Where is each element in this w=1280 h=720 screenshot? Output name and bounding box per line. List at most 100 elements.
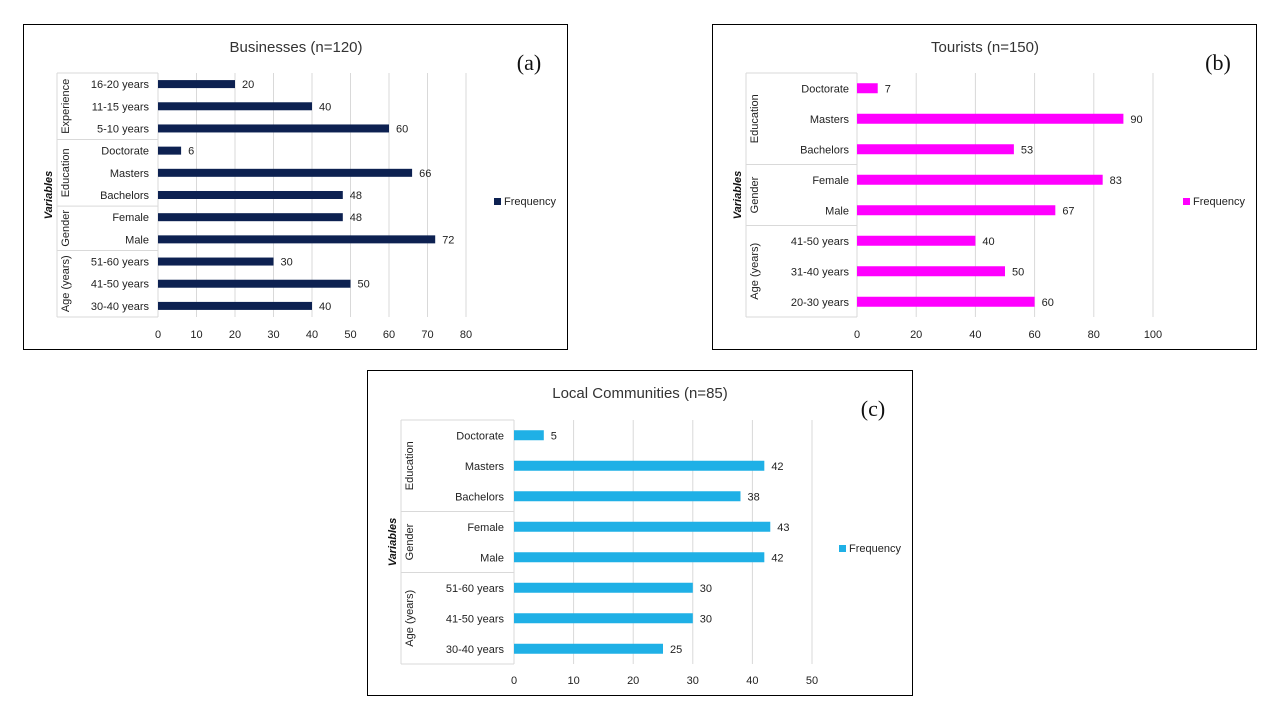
data-label: 25 <box>670 644 682 656</box>
chart-panel-tourists: Tourists (n=150) (b) 0 20 40 60 80 100 7 Doctorat… <box>712 24 1257 350</box>
bar <box>158 80 235 89</box>
bar <box>857 113 1124 124</box>
x-tick-label: 50 <box>344 329 356 341</box>
bar <box>158 235 436 244</box>
y-axis-label: Variables <box>387 518 399 567</box>
category-label: 30-40 years <box>446 644 505 656</box>
bar <box>158 146 182 155</box>
x-tick-label: 0 <box>511 675 517 687</box>
bar <box>857 205 1056 216</box>
legend-label: Frequency <box>849 543 901 555</box>
chart-title: Businesses (n=120) <box>230 39 363 56</box>
group-label: Experience <box>60 79 72 134</box>
category-label: 41-50 years <box>446 613 505 625</box>
data-label: 6 <box>188 146 194 158</box>
data-label: 40 <box>319 301 331 313</box>
category-label: Female <box>812 175 849 187</box>
bar <box>514 521 771 532</box>
chart-title: Local Communities (n=85) <box>552 385 728 402</box>
category-label: Masters <box>810 114 850 126</box>
bar <box>158 279 351 288</box>
data-label: 72 <box>442 234 454 246</box>
data-label: 53 <box>1021 144 1033 156</box>
chart-svg-local-communities: Local Communities (n=85) (c) 0 10 20 30 40 50 5 D… <box>387 385 901 687</box>
bar <box>514 552 765 563</box>
x-tick-label: 40 <box>306 329 318 341</box>
x-tick-label: 100 <box>1144 329 1162 341</box>
group-label: Gender <box>749 176 761 213</box>
x-tick-label: 40 <box>969 329 981 341</box>
bar <box>158 124 389 133</box>
category-label: Bachelors <box>100 190 149 202</box>
x-tick-label: 40 <box>746 675 758 687</box>
category-label: Male <box>825 205 849 217</box>
group-label: Education <box>749 94 761 143</box>
x-tick-label: 60 <box>383 329 395 341</box>
group-label: Age (years) <box>749 243 761 300</box>
bar <box>514 643 663 654</box>
category-label: Masters <box>465 461 505 473</box>
data-label: 66 <box>419 168 431 180</box>
bar <box>158 257 274 266</box>
bar <box>158 301 312 310</box>
category-label: Female <box>467 522 504 534</box>
group-label: Age (years) <box>404 590 416 647</box>
category-label: 41-50 years <box>791 236 850 248</box>
category-label: 31-40 years <box>791 266 850 278</box>
data-label: 90 <box>1130 114 1142 126</box>
category-label: Doctorate <box>801 83 849 95</box>
legend-swatch <box>1183 198 1190 205</box>
y-axis-label: Variables <box>732 171 744 220</box>
category-label: 51-60 years <box>446 583 505 595</box>
x-tick-label: 10 <box>190 329 202 341</box>
legend-label: Frequency <box>1193 196 1245 208</box>
group-label: Gender <box>404 523 416 560</box>
data-label: 83 <box>1110 175 1122 187</box>
data-label: 20 <box>242 79 254 91</box>
category-label: Male <box>480 552 504 564</box>
bar <box>857 266 1005 277</box>
data-label: 30 <box>281 257 293 269</box>
data-label: 42 <box>771 461 783 473</box>
category-label: Doctorate <box>456 430 504 442</box>
data-label: 60 <box>396 123 408 135</box>
bar <box>158 191 343 199</box>
bar <box>857 144 1014 155</box>
x-tick-label: 10 <box>567 675 579 687</box>
category-label: Masters <box>110 168 150 180</box>
x-tick-label: 0 <box>854 329 860 341</box>
x-tick-label: 80 <box>1088 329 1100 341</box>
panel-label: (c) <box>861 396 885 421</box>
x-tick-label: 20 <box>627 675 639 687</box>
chart-panel-businesses: Businesses (n=120) (a) 0 10 20 30 40 50 60 70 80 20… <box>23 24 568 350</box>
y-axis-label: Variables <box>43 171 55 220</box>
group-label: Gender <box>60 210 72 247</box>
category-label: Bachelors <box>455 491 504 503</box>
bar <box>857 235 976 246</box>
chart-svg-businesses: Businesses (n=120) (a) 0 10 20 30 40 50 60 70 80 20… <box>43 39 556 341</box>
data-label: 40 <box>319 101 331 113</box>
bar <box>857 174 1103 185</box>
x-tick-label: 70 <box>421 329 433 341</box>
x-tick-label: 60 <box>1028 329 1040 341</box>
x-tick-label: 50 <box>806 675 818 687</box>
legend-swatch <box>494 198 501 205</box>
data-label: 7 <box>885 83 891 95</box>
data-label: 48 <box>350 190 362 202</box>
group-label: Education <box>60 148 72 197</box>
data-label: 30 <box>700 583 712 595</box>
bar <box>514 582 693 593</box>
bar <box>158 102 312 111</box>
data-label: 30 <box>700 613 712 625</box>
bar <box>514 491 741 502</box>
x-tick-label: 30 <box>267 329 279 341</box>
category-label: 41-50 years <box>91 279 150 291</box>
group-label: Education <box>404 441 416 490</box>
x-tick-label: 30 <box>687 675 699 687</box>
data-label: 67 <box>1062 205 1074 217</box>
data-label: 40 <box>982 236 994 248</box>
category-label: Doctorate <box>101 146 149 158</box>
bar <box>857 296 1035 307</box>
data-label: 50 <box>1012 266 1024 278</box>
category-label: 20-30 years <box>791 297 850 309</box>
